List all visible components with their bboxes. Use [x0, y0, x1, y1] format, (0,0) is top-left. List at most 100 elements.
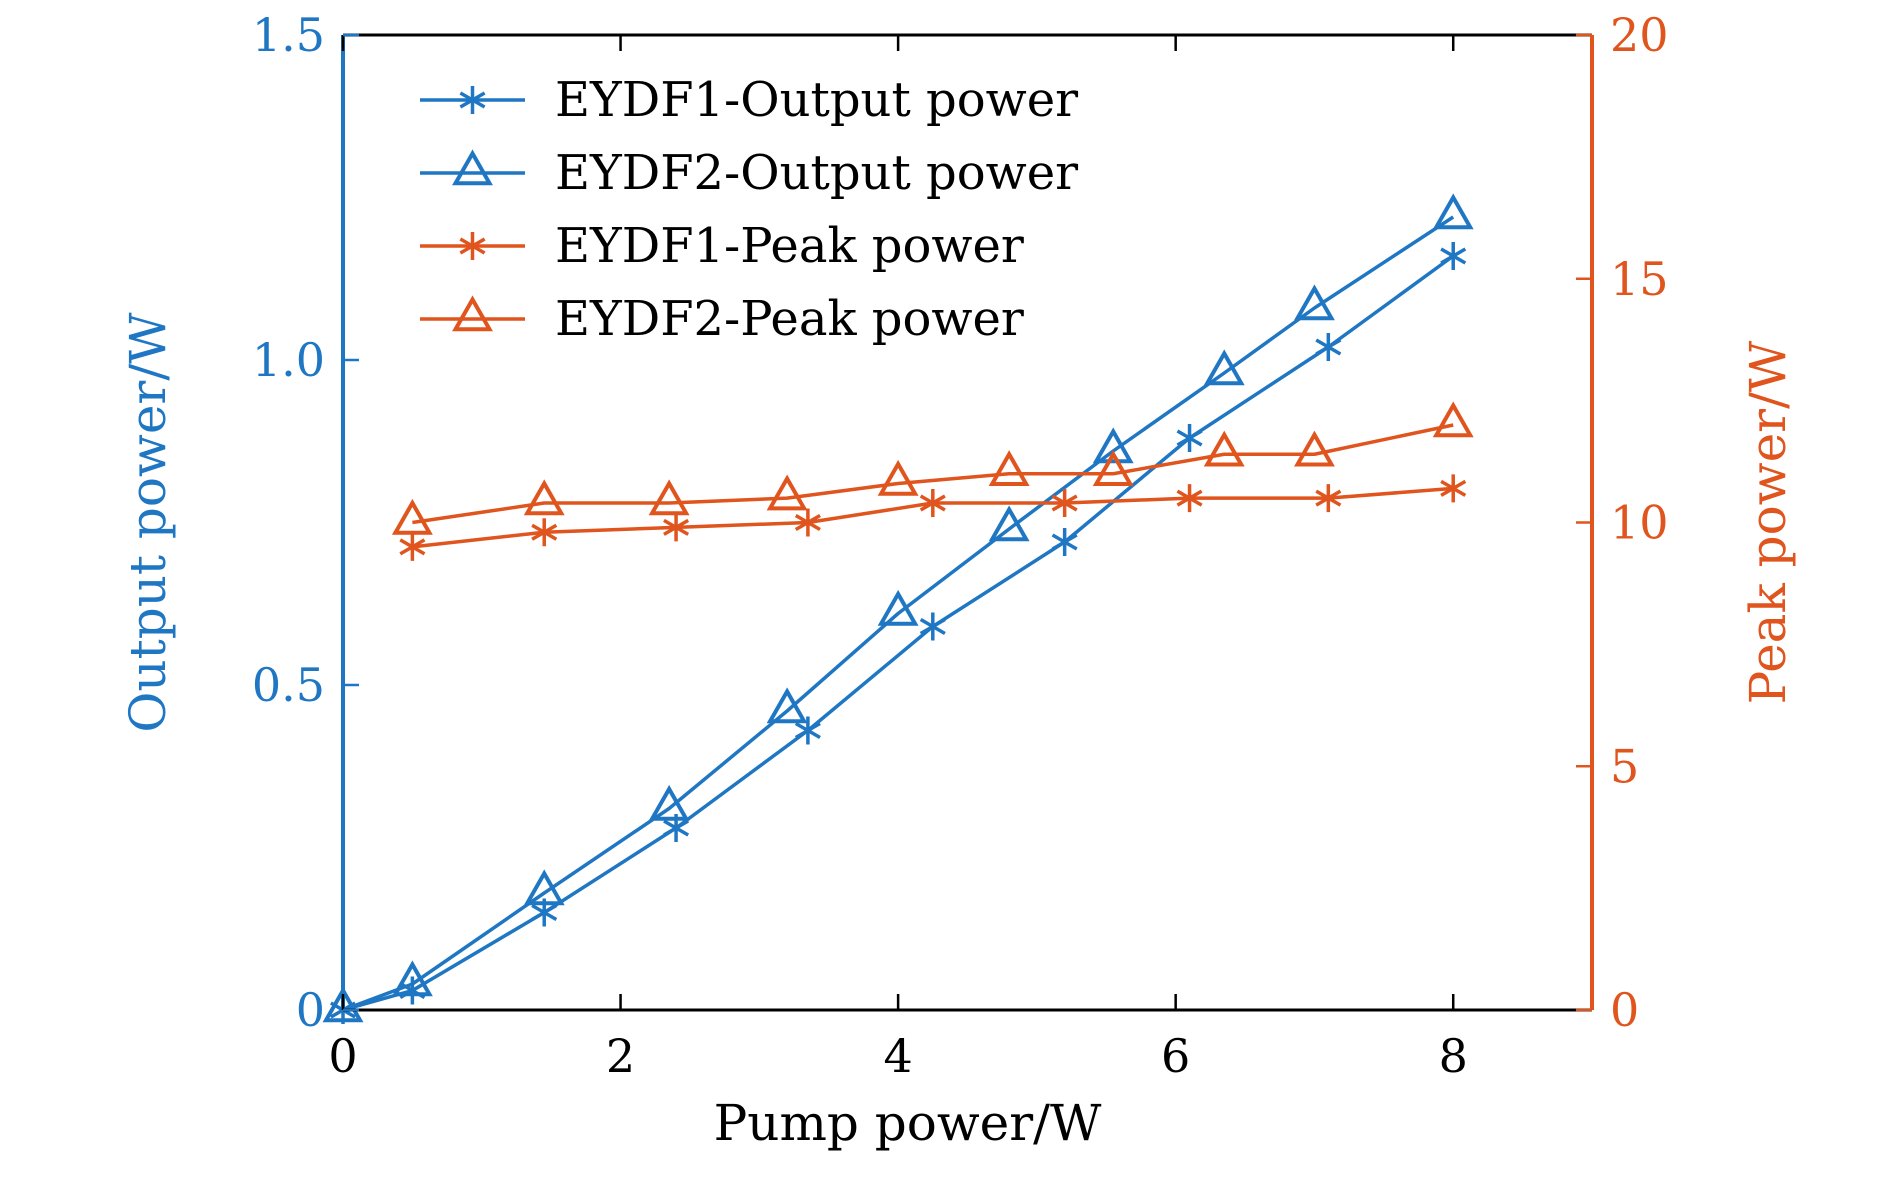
- series-eydf1-output-power-line: [342, 254, 1455, 1012]
- x-tick-label: 6: [1161, 1029, 1190, 1083]
- series-eydf2-peak-power-point: [877, 459, 919, 496]
- series-eydf2-output-power-point-triangle: [877, 589, 919, 626]
- series-eydf2-peak-power-point: [988, 450, 1030, 486]
- series-eydf2-output-power-point: [1203, 349, 1245, 386]
- series-eydf1-output-power-point: [1315, 333, 1342, 361]
- series-eydf1-peak-power-point-stroke: [1440, 479, 1467, 497]
- legend-entry-eydf2-output-power-label: EYDF2-Output power: [555, 145, 1078, 201]
- series-eydf2-peak-power-point: [766, 474, 808, 511]
- series-eydf1-peak-power-point-stroke: [1315, 489, 1342, 507]
- series-eydf2-output-power-point: [391, 960, 433, 997]
- series-eydf2-output-power-point-triangle: [1293, 284, 1335, 321]
- series-eydf1-output-power-point-stroke: [663, 819, 690, 837]
- series-eydf1-peak-power-point: [663, 513, 690, 542]
- y-left-tick-label: 0.5: [252, 658, 325, 712]
- series-eydf2-output-power-point-triangle: [322, 986, 364, 1023]
- series-eydf2-peak-power-point: [523, 479, 565, 516]
- series-eydf1-peak-power-point: [1315, 484, 1342, 513]
- series-eydf1-peak-power-point-stroke: [794, 513, 821, 532]
- series-eydf2-peak-power-point-triangle: [1293, 430, 1335, 467]
- series-eydf2-output-power-point: [1293, 284, 1335, 321]
- series-eydf2-output-power-point: [648, 784, 690, 821]
- series-eydf1-output-power-point-stroke: [1051, 533, 1078, 551]
- legend-entry-eydf2-output-power-marker: [452, 149, 493, 186]
- series-eydf2-peak-power-point-triangle: [988, 450, 1030, 486]
- legend-entry-eydf1-output-power-label: EYDF1-Output power: [555, 72, 1078, 128]
- series-eydf2-peak-power-point-triangle: [1203, 430, 1245, 467]
- y-left-tick-label: 1.5: [252, 8, 325, 62]
- series-eydf1-peak-power-point: [399, 532, 426, 561]
- legend-entry-eydf2-peak-power-label: EYDF2-Peak power: [555, 291, 1024, 347]
- series-eydf2-output-power-line: [342, 215, 1455, 1012]
- series-eydf2-peak-power-point: [1092, 450, 1134, 486]
- series-eydf1-output-power-point: [794, 716, 821, 745]
- series-eydf1-output-power: [330, 242, 1467, 1024]
- series-eydf2-peak-power-point: [648, 479, 690, 516]
- series-eydf2-output-power: [322, 193, 1474, 1023]
- series-eydf1-peak-power-point-stroke: [399, 538, 426, 556]
- series-eydf1-output-power-point: [919, 612, 946, 641]
- legend-entry-eydf1-peak-power-marker: [459, 232, 486, 260]
- series-eydf2-output-power-point: [322, 986, 364, 1023]
- series-eydf2-peak-power-point-triangle: [648, 479, 690, 516]
- series-eydf2-peak-power-point-triangle: [877, 459, 919, 496]
- legend-entry-eydf2-peak-power-marker-triangle: [452, 295, 493, 332]
- series-eydf2-output-power-point-triangle: [648, 784, 690, 821]
- series-eydf1-peak-power-point: [1176, 484, 1203, 513]
- series-eydf1-output-power-point-stroke: [919, 617, 946, 636]
- series-eydf2-peak-power-point: [1293, 430, 1335, 467]
- legend-entry-eydf1-output-power-marker: [459, 86, 486, 114]
- series-eydf1-output-power-point: [1440, 242, 1467, 270]
- series-eydf2-peak-power-point: [1432, 401, 1474, 438]
- series-eydf2-output-power-point-triangle: [988, 505, 1030, 542]
- series-eydf1-peak-power-point: [1440, 474, 1467, 503]
- x-tick-label: 8: [1439, 1029, 1468, 1083]
- series-eydf2-peak-power-point: [1203, 430, 1245, 467]
- series-eydf2-output-power-point-triangle: [1203, 349, 1245, 386]
- series-eydf2-peak-power-point-triangle: [1432, 401, 1474, 438]
- y-right-tick-label: 5: [1610, 739, 1639, 793]
- series-eydf2-output-power-point-triangle: [523, 869, 565, 906]
- y-right-tick-label: 10: [1610, 496, 1669, 550]
- series-eydf1-peak-power-point: [919, 489, 946, 517]
- series-eydf2-peak-power-line: [412, 423, 1454, 525]
- legend-entry-eydf2-output-power-marker-triangle: [452, 149, 493, 186]
- series-eydf2-output-power-point: [766, 687, 808, 724]
- series-eydf1-output-power-point: [1176, 424, 1203, 452]
- series-eydf2-output-power-point-triangle: [766, 687, 808, 724]
- legend-entry-eydf1-peak-power-label: EYDF1-Peak power: [555, 218, 1024, 274]
- series-eydf1-peak-power-point-stroke: [919, 494, 946, 512]
- legend-entry-eydf1-output-power: EYDF1-Output power: [420, 72, 1078, 128]
- series-eydf1-peak-power-point: [531, 518, 558, 547]
- series-eydf1-peak-power-point-stroke: [531, 523, 558, 541]
- series-eydf1-output-power-point-stroke: [1440, 247, 1467, 265]
- x-axis-title: Pump power/W: [714, 1094, 1102, 1152]
- y-left-tick-label: 1.0: [252, 333, 325, 387]
- series-eydf1-peak-power-point: [794, 508, 821, 537]
- x-tick-label: 4: [883, 1029, 912, 1083]
- series-layer: [322, 193, 1474, 1024]
- axes-layer: 0 2 4 6 8 0 0.5 1.0 1.5 0 5 10 15 20 Pump power/W Outpu…: [119, 8, 1797, 1152]
- series-eydf2-output-power-point-triangle: [1432, 193, 1474, 230]
- series-eydf1-output-power-point-stroke: [531, 903, 558, 922]
- series-eydf1-peak-power-point-stroke: [1176, 489, 1203, 507]
- series-eydf1-output-power-point-stroke: [794, 721, 821, 740]
- y-left-axis-title: Output power/W: [119, 312, 177, 733]
- series-eydf1-output-power-point-stroke: [1176, 429, 1203, 447]
- series-eydf2-peak-power: [391, 401, 1474, 535]
- series-eydf2-output-power-point-triangle: [1092, 427, 1134, 464]
- series-eydf2-peak-power-point-triangle: [1092, 450, 1134, 486]
- series-eydf1-peak-power-point-stroke: [1051, 494, 1078, 512]
- y-right-tick-label: 20: [1610, 8, 1669, 62]
- series-eydf1-peak-power-point-stroke: [663, 518, 690, 536]
- x-tick-label: 0: [328, 1029, 357, 1083]
- series-eydf2-peak-power-point: [391, 498, 433, 535]
- legend-entry-eydf2-peak-power: EYDF2-Peak power: [420, 291, 1024, 347]
- series-eydf2-peak-power-point-triangle: [766, 474, 808, 511]
- legend-entry-eydf2-output-power: EYDF2-Output power: [420, 145, 1078, 201]
- legend-entry-eydf2-peak-power-marker: [452, 295, 493, 332]
- series-eydf1-output-power-point: [1051, 528, 1078, 556]
- legend-entry-eydf1-peak-power: EYDF1-Peak power: [420, 218, 1024, 274]
